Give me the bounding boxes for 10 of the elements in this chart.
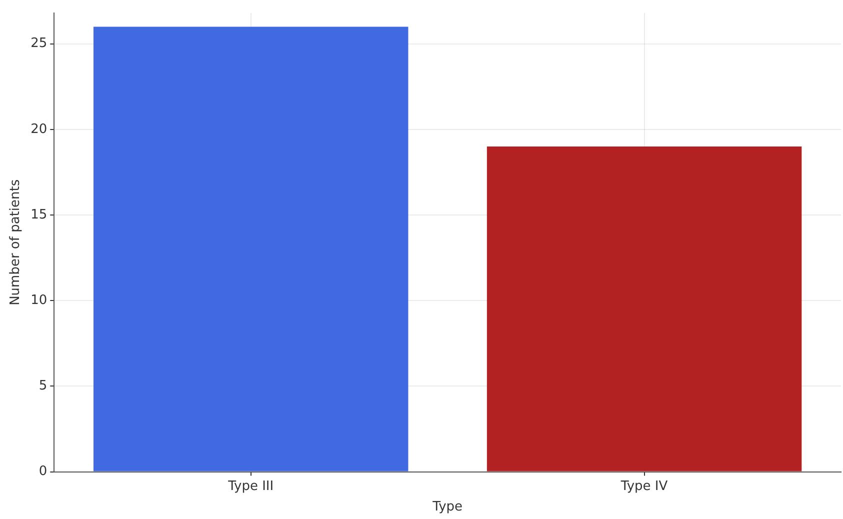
y-tick-label: 5 [38, 378, 48, 394]
x-tick-label: Type IV [620, 478, 668, 494]
y-axis-title: Number of patients [8, 179, 24, 306]
y-tick-label: 25 [30, 36, 48, 52]
y-tick-label: 10 [30, 292, 48, 308]
y-tick-label: 20 [30, 122, 48, 137]
x-tick-label: Type III [227, 478, 274, 494]
x-axis-title: Type [432, 500, 463, 515]
y-tick-label: 15 [30, 207, 48, 222]
y-tick-label: 0 [38, 464, 48, 480]
